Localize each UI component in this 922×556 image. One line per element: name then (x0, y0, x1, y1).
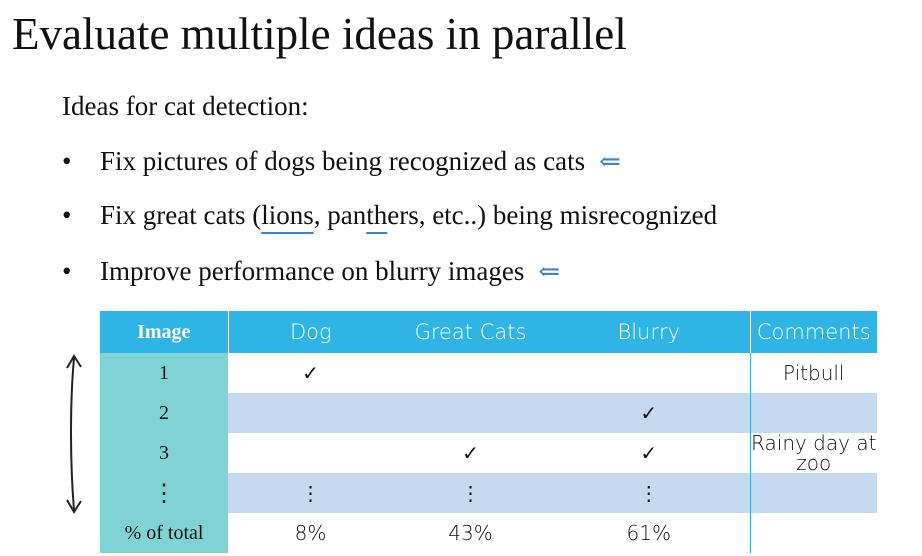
cell-image: 1 (100, 353, 228, 393)
header-great-cats: Great Cats (393, 311, 548, 353)
table-row: ⋮ ⋮ ⋮ ⋮ (100, 473, 877, 513)
cell-dog: ✓ (302, 361, 319, 385)
slide-title: Evaluate multiple ideas in parallel (12, 9, 627, 59)
bullet-text: Fix pictures of dogs being recognized as… (100, 146, 586, 176)
underlined-text: lions (261, 200, 314, 230)
bullet-item-dogs: • Fix pictures of dogs being recognized a… (62, 143, 621, 180)
vertical-double-arrow-icon (66, 354, 82, 514)
cell-total-label: % of total (100, 513, 228, 553)
cell-comments (749, 393, 877, 433)
cell-blurry (548, 353, 750, 393)
bullet-text-part: Fix great cats ( (100, 200, 262, 230)
table-total-row: % of total 8% 43% 61% (100, 513, 877, 553)
bullet-item-blurry: • Improve performance on blurry images ⇐ (62, 253, 560, 290)
table-row: 2 ✓ (100, 393, 877, 433)
cell-image: 2 (100, 393, 228, 433)
cell-total-dog: 8% (228, 513, 393, 553)
header-blurry: Blurry (548, 311, 751, 353)
left-arrow-icon: ⇐ (599, 147, 621, 176)
left-arrow-icon: ⇐ (538, 257, 561, 286)
cell-dog (228, 433, 393, 473)
bullet-dot: • (62, 256, 72, 286)
table-row: 3 ✓ ✓ Rainy day at zoo (100, 433, 877, 473)
header-dog: Dog (228, 311, 393, 353)
bullet-text-part: ers, etc..) being misrecognized (387, 200, 718, 230)
cell-comments (749, 473, 877, 513)
cell-image: 3 (100, 433, 228, 473)
bullet-dot: • (62, 200, 72, 230)
cell-blurry: ✓ (548, 393, 750, 433)
header-comments: Comments (750, 311, 877, 353)
cell-total-comments (749, 513, 877, 553)
underlined-text: th (366, 200, 388, 230)
cell-blurry: ✓ (640, 441, 658, 465)
bullet-text: Improve performance on blurry images (100, 256, 525, 286)
bullet-dot: • (62, 146, 72, 176)
cell-comments: Pitbull (749, 353, 877, 393)
intro-text: Ideas for cat detection: (62, 91, 309, 121)
error-analysis-table: Image Dog Great Cats Blurry Comments 1 ✓… (100, 311, 877, 553)
bullet-text-part: , pan (313, 200, 367, 230)
cell-great-cats: ✓ (462, 441, 479, 465)
cell-comments: Rainy day at zoo (749, 431, 877, 475)
cell-image: ⋮ (100, 473, 228, 513)
cell-total-blurry: 61% (548, 513, 750, 553)
header-image: Image (100, 311, 229, 353)
cell-dog (228, 393, 393, 433)
cell-total-great-cats: 43% (393, 513, 548, 553)
cell-great-cats (393, 393, 548, 433)
cell-blurry: ⋮ (548, 473, 750, 513)
cell-great-cats (393, 353, 548, 393)
table-header-row: Image Dog Great Cats Blurry Comments (100, 311, 877, 353)
cell-great-cats: ⋮ (393, 473, 548, 513)
bullet-item-great-cats: • Fix great cats (lions, panthers, etc..)… (62, 197, 717, 233)
cell-dog: ⋮ (228, 473, 393, 513)
table-row: 1 ✓ Pitbull (100, 353, 877, 393)
